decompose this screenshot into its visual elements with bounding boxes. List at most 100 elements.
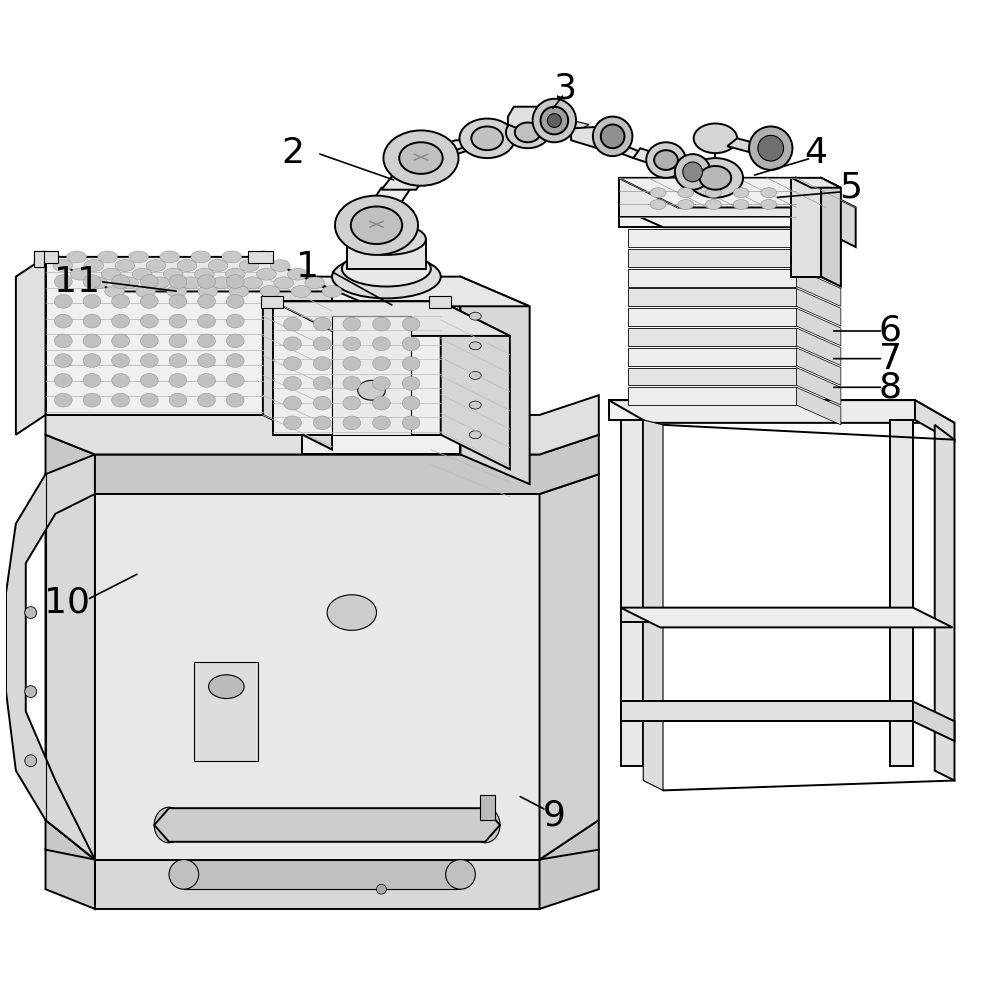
Ellipse shape (358, 380, 385, 400)
Ellipse shape (112, 393, 129, 407)
Ellipse shape (177, 260, 197, 272)
Polygon shape (621, 608, 913, 622)
Ellipse shape (758, 135, 784, 161)
Ellipse shape (146, 260, 166, 272)
Ellipse shape (383, 130, 459, 186)
Circle shape (25, 755, 37, 767)
Ellipse shape (646, 142, 686, 178)
Polygon shape (796, 178, 856, 247)
Ellipse shape (678, 200, 694, 209)
Polygon shape (796, 269, 841, 306)
Ellipse shape (194, 269, 214, 281)
Ellipse shape (140, 334, 158, 348)
Ellipse shape (459, 119, 515, 158)
Ellipse shape (83, 334, 101, 348)
Ellipse shape (83, 373, 101, 387)
Text: 7: 7 (879, 342, 902, 375)
Ellipse shape (313, 317, 331, 331)
Ellipse shape (533, 99, 576, 142)
Ellipse shape (181, 277, 200, 288)
Ellipse shape (343, 376, 361, 390)
Ellipse shape (469, 371, 481, 379)
Ellipse shape (112, 294, 129, 308)
Polygon shape (332, 316, 411, 435)
Ellipse shape (351, 206, 402, 244)
Text: 6: 6 (879, 314, 902, 348)
Polygon shape (429, 296, 451, 308)
Ellipse shape (53, 260, 73, 272)
Ellipse shape (209, 675, 244, 699)
Ellipse shape (54, 354, 72, 368)
Ellipse shape (83, 294, 101, 308)
Ellipse shape (332, 255, 441, 298)
Ellipse shape (140, 393, 158, 407)
Ellipse shape (226, 275, 244, 288)
Ellipse shape (284, 396, 301, 410)
Ellipse shape (169, 334, 187, 348)
Polygon shape (663, 160, 696, 176)
Ellipse shape (54, 294, 72, 308)
Polygon shape (508, 107, 557, 134)
Polygon shape (154, 808, 500, 842)
Polygon shape (727, 138, 775, 156)
Polygon shape (621, 701, 913, 721)
Text: 11: 11 (54, 265, 100, 298)
Ellipse shape (222, 251, 242, 263)
Ellipse shape (225, 269, 245, 281)
Polygon shape (619, 207, 796, 227)
Polygon shape (95, 494, 540, 860)
Polygon shape (796, 249, 841, 287)
Ellipse shape (54, 314, 72, 328)
Ellipse shape (343, 337, 361, 351)
Ellipse shape (54, 334, 72, 348)
Polygon shape (796, 348, 841, 385)
Polygon shape (791, 178, 821, 277)
Ellipse shape (169, 860, 199, 889)
Ellipse shape (226, 294, 244, 308)
Ellipse shape (36, 251, 55, 263)
Polygon shape (628, 288, 796, 306)
Ellipse shape (694, 124, 737, 153)
Ellipse shape (260, 286, 280, 297)
Ellipse shape (733, 200, 749, 209)
Text: 3: 3 (553, 72, 576, 106)
Polygon shape (619, 178, 856, 207)
Ellipse shape (291, 286, 311, 297)
Ellipse shape (83, 314, 101, 328)
Ellipse shape (83, 393, 101, 407)
Polygon shape (554, 119, 589, 130)
Ellipse shape (169, 354, 187, 368)
Polygon shape (913, 701, 954, 741)
Ellipse shape (733, 188, 749, 198)
Polygon shape (796, 308, 841, 346)
Polygon shape (302, 277, 460, 454)
Ellipse shape (373, 376, 390, 390)
Polygon shape (540, 850, 599, 909)
Polygon shape (273, 301, 510, 336)
Polygon shape (935, 425, 954, 781)
Ellipse shape (160, 251, 180, 263)
Ellipse shape (343, 416, 361, 430)
Ellipse shape (402, 337, 420, 351)
Ellipse shape (650, 188, 666, 198)
Ellipse shape (327, 595, 376, 630)
Polygon shape (628, 368, 796, 385)
Ellipse shape (547, 114, 561, 127)
Polygon shape (633, 148, 670, 168)
Text: 5: 5 (839, 171, 862, 205)
Ellipse shape (83, 275, 101, 288)
Polygon shape (796, 229, 841, 267)
Ellipse shape (373, 416, 390, 430)
Ellipse shape (198, 373, 215, 387)
Polygon shape (184, 860, 460, 889)
Text: 9: 9 (543, 798, 566, 832)
Polygon shape (194, 662, 258, 761)
Polygon shape (628, 387, 796, 405)
Polygon shape (480, 795, 495, 820)
Ellipse shape (373, 396, 390, 410)
Ellipse shape (105, 286, 125, 297)
Polygon shape (46, 435, 599, 494)
Text: 1: 1 (296, 250, 319, 284)
Polygon shape (890, 420, 913, 766)
Ellipse shape (169, 314, 187, 328)
